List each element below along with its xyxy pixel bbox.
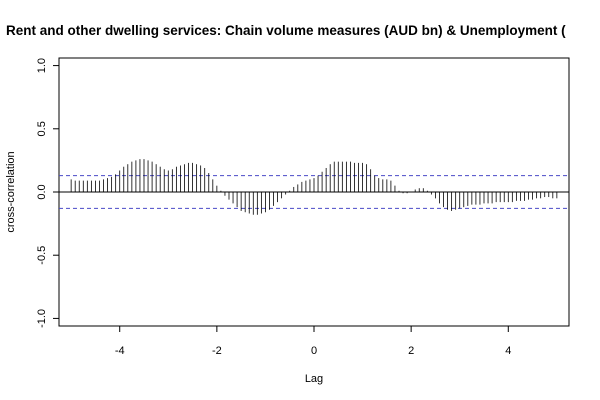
- x-tick-label: 4: [505, 345, 511, 357]
- x-tick-label: 2: [408, 345, 414, 357]
- y-axis-label: cross-correlation: [5, 151, 17, 232]
- x-tick-label: -2: [212, 345, 222, 357]
- y-axis: -1.0 -0.5 0.0 0.5 1.0: [36, 58, 59, 328]
- x-axis-label: Lag: [305, 373, 323, 385]
- y-tick-label: 0.5: [36, 121, 48, 136]
- x-axis: -4 -2 0 2 4: [115, 326, 511, 357]
- ccf-bars: [70, 159, 558, 215]
- x-tick-label: -4: [115, 345, 125, 357]
- chart-title: Rent and other dwelling services: Chain …: [6, 23, 566, 38]
- x-tick-label: 0: [311, 345, 317, 357]
- y-tick-label: -1.0: [36, 309, 48, 328]
- y-tick-label: 1.0: [36, 58, 48, 73]
- y-tick-label: -0.5: [36, 246, 48, 265]
- y-tick-label: 0.0: [36, 184, 48, 199]
